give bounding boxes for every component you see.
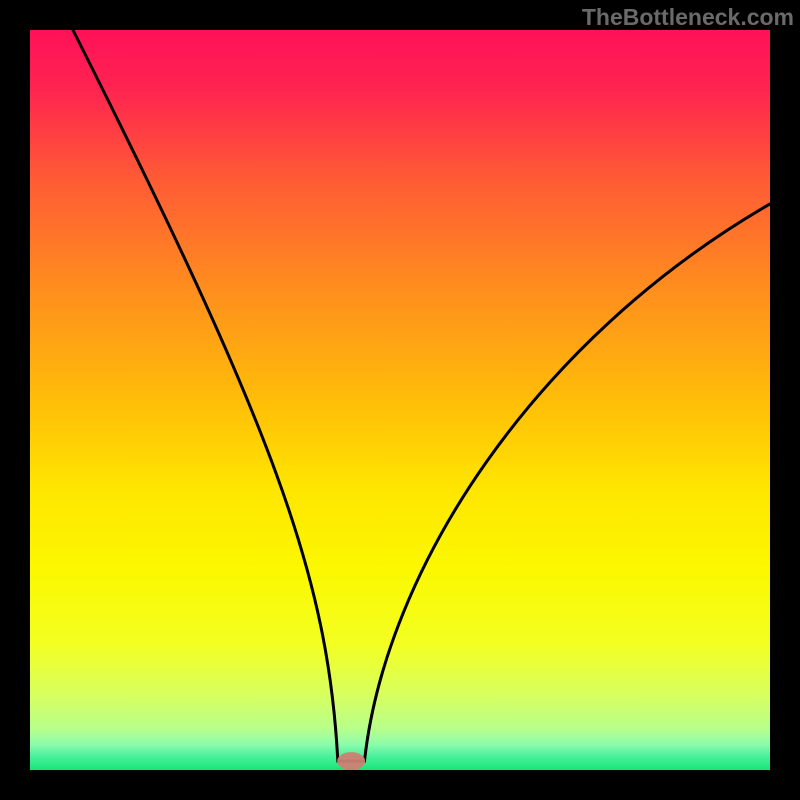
watermark-text: TheBottleneck.com: [582, 4, 794, 31]
chart-stage: TheBottleneck.com: [0, 0, 800, 800]
optimal-marker: [337, 752, 365, 770]
bottleneck-chart: [30, 30, 770, 770]
gradient-background: [30, 30, 770, 770]
